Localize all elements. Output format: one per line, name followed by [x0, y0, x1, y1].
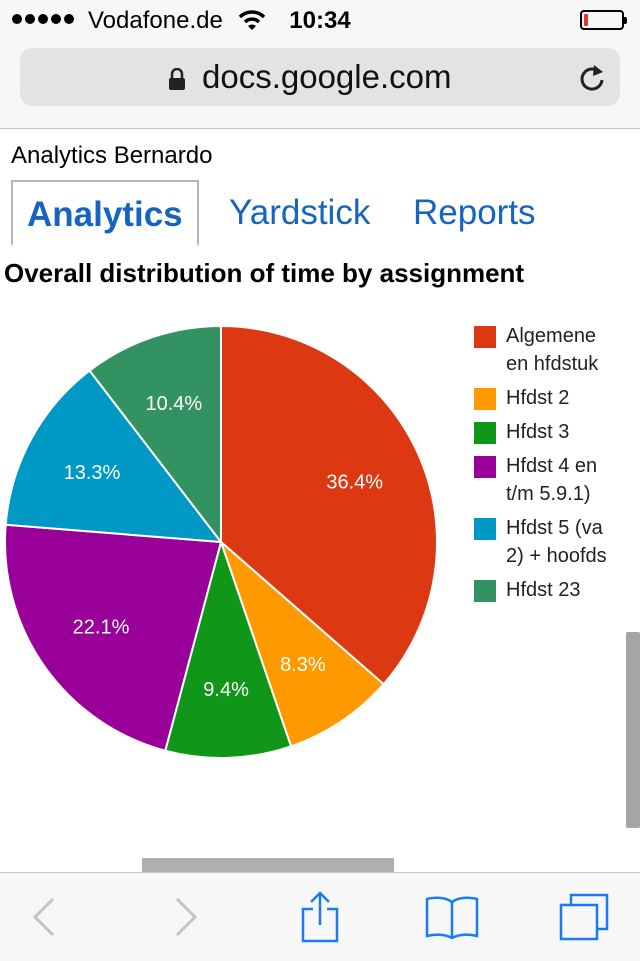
- legend-label: Hfdst 2: [506, 387, 570, 409]
- pie-slice[interactable]: [220, 324, 438, 686]
- tab-analytics[interactable]: Analytics: [11, 180, 199, 246]
- legend-item[interactable]: Hfdst 3: [474, 418, 640, 446]
- document-title: Analytics Bernardo: [11, 142, 213, 169]
- browser-toolbar: [0, 872, 640, 961]
- legend-item[interactable]: Hfdst 4 en t/m 5.9.1): [474, 452, 640, 508]
- lock-icon: [169, 68, 185, 90]
- share-button[interactable]: [280, 873, 360, 961]
- bookmarks-button[interactable]: [412, 873, 492, 961]
- url-text[interactable]: docs.google.com: [202, 58, 452, 95]
- back-button[interactable]: [4, 873, 84, 961]
- legend-swatch: [474, 388, 496, 410]
- legend-label: Hfdst 23: [506, 579, 581, 601]
- legend-label: Hfdst 5 (va 2) + hoofds: [506, 517, 607, 567]
- legend-label: Algemene en hfdstuk: [506, 325, 599, 375]
- legend-item[interactable]: Hfdst 5 (va 2) + hoofds: [474, 514, 640, 570]
- legend-label: Hfdst 4 en t/m 5.9.1): [506, 455, 598, 505]
- legend-item[interactable]: Algemene en hfdstuk: [474, 322, 640, 378]
- tab-reports[interactable]: Reports: [413, 193, 536, 232]
- tab-yardstick[interactable]: Yardstick: [229, 193, 371, 232]
- sheet-tabs: Analytics Yardstick Reports: [0, 180, 640, 252]
- book-icon: [425, 896, 479, 940]
- clock: 10:34: [289, 7, 351, 34]
- legend-swatch: [474, 518, 496, 540]
- status-bar: Vodafone.de 10:34: [0, 0, 640, 40]
- slice-label: 10.4%: [145, 393, 202, 415]
- pie-slice[interactable]: [164, 538, 293, 759]
- legend-item[interactable]: Hfdst 23: [474, 576, 640, 604]
- legend-label: Hfdst 3: [506, 421, 570, 443]
- pie-slice[interactable]: [4, 369, 224, 544]
- vertical-scrollbar[interactable]: [626, 632, 640, 828]
- chart-title: Overall distribution of time by assignme…: [4, 258, 525, 288]
- chart-legend: Algemene en hfdstuk Hfdst 2 Hfdst 3 Hfdst 4…: [474, 322, 640, 610]
- horizontal-scrollbar[interactable]: [142, 858, 394, 872]
- tabs-button[interactable]: [544, 873, 624, 961]
- chevron-right-icon: [175, 897, 198, 937]
- legend-swatch: [474, 422, 496, 444]
- reload-icon[interactable]: [578, 62, 606, 92]
- battery-icon: [580, 10, 627, 30]
- wifi-icon: [238, 10, 266, 30]
- chevron-left-icon: [32, 897, 55, 937]
- legend-swatch: [474, 456, 496, 478]
- slice-label: 8.3%: [280, 654, 326, 676]
- slice-label: 22.1%: [73, 617, 130, 639]
- slice-label: 36.4%: [326, 471, 383, 493]
- signal-strength-icon: [12, 14, 74, 24]
- forward-button[interactable]: [146, 873, 226, 961]
- pie-slice[interactable]: [88, 324, 222, 545]
- tabs-icon: [559, 893, 609, 941]
- share-icon: [301, 891, 339, 943]
- address-bar[interactable]: docs.google.com: [20, 48, 620, 106]
- pie-chart: 36.4% 8.3% 9.4% 22.1% 13.3% 10.4%: [4, 324, 438, 759]
- legend-swatch: [474, 580, 496, 602]
- pie-slice[interactable]: [218, 538, 386, 748]
- browser-header: docs.google.com: [0, 40, 640, 129]
- carrier-name: Vodafone.de: [88, 7, 223, 34]
- pie-slice[interactable]: [4, 523, 223, 752]
- slice-label: 13.3%: [64, 462, 121, 484]
- legend-item[interactable]: Hfdst 2: [474, 384, 640, 412]
- slice-label: 9.4%: [203, 679, 249, 701]
- legend-swatch: [474, 326, 496, 348]
